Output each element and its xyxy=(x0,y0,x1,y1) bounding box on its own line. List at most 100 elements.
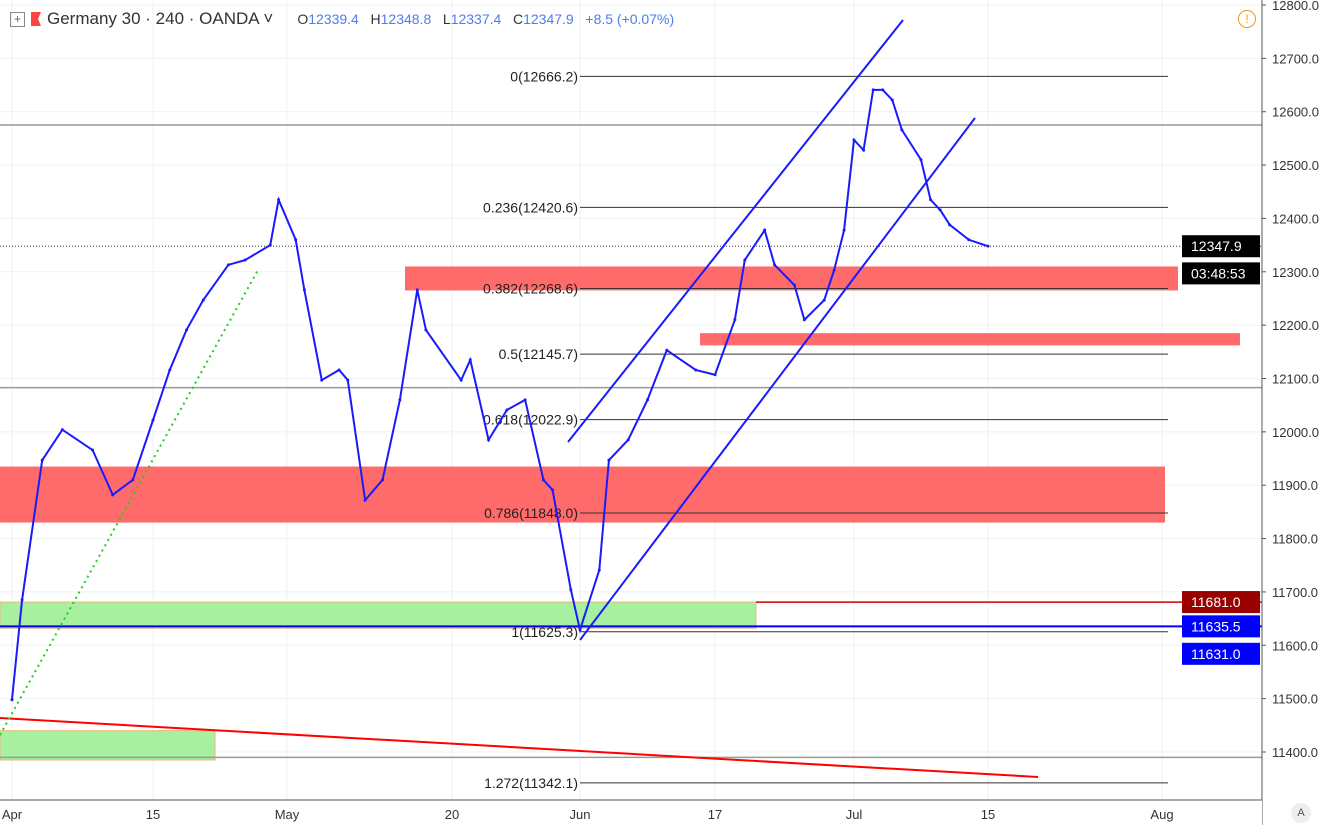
price-point xyxy=(20,598,24,602)
price-point xyxy=(626,438,630,442)
price-point xyxy=(802,318,806,322)
fib-level-label: 0.236(12420.6) xyxy=(483,199,578,215)
price-point xyxy=(881,88,885,92)
warning-icon[interactable]: ! xyxy=(1238,10,1256,28)
red-zone xyxy=(405,266,1178,291)
price-point xyxy=(929,198,933,202)
ohlc-readout: O12339.4 H12348.8 L12337.4 C12347.9 +8.5… xyxy=(297,11,675,27)
price-point xyxy=(948,223,952,227)
price-point xyxy=(551,488,555,492)
fib-level-label: 0.786(11848.0) xyxy=(484,505,578,521)
price-line xyxy=(11,88,989,700)
x-tick-label: 15 xyxy=(146,807,160,822)
price-point xyxy=(201,298,205,302)
price-point xyxy=(185,328,188,332)
y-tick-label: 12800.0 xyxy=(1272,0,1319,13)
price-label: 03:48:53 xyxy=(1191,265,1246,281)
auto-scale-button[interactable]: A xyxy=(1291,803,1311,823)
price-point xyxy=(505,408,509,412)
price-point xyxy=(40,458,44,462)
x-tick-label: May xyxy=(275,807,300,822)
price-label-bg xyxy=(1182,262,1260,285)
price-point xyxy=(131,478,135,482)
price-point xyxy=(773,263,777,267)
y-tick-label: 11400.0 xyxy=(1272,745,1318,760)
price-point xyxy=(890,98,894,102)
symbol-title[interactable]: Germany 30 · 240 · OANDA ˅ xyxy=(47,9,274,28)
expand-icon[interactable]: + xyxy=(10,11,25,27)
fib-level-label: 1(11625.3) xyxy=(511,624,578,640)
y-tick-label: 12000.0 xyxy=(1272,425,1319,440)
y-tick-label: 12500.0 xyxy=(1272,158,1319,173)
y-tick-label: 12300.0 xyxy=(1272,265,1319,280)
dotted-trend-line xyxy=(0,269,259,736)
price-point xyxy=(938,208,942,212)
price-point xyxy=(919,158,923,162)
price-axis xyxy=(1262,0,1344,825)
price-point xyxy=(302,288,306,292)
price-point xyxy=(986,244,990,248)
price-point xyxy=(743,258,747,262)
price-point xyxy=(597,568,601,572)
price-point xyxy=(569,588,573,592)
price-point xyxy=(226,263,230,267)
fib-level-label: 0(12666.2) xyxy=(510,68,578,84)
fib-level-label: 0.382(12268.6) xyxy=(483,281,578,297)
y-tick-label: 11600.0 xyxy=(1272,638,1318,653)
price-point xyxy=(578,628,582,632)
price-point xyxy=(967,238,971,242)
price-point xyxy=(60,428,64,432)
y-tick-label: 12700.0 xyxy=(1272,51,1319,66)
price-point xyxy=(871,88,875,92)
price-label: 12347.9 xyxy=(1191,238,1242,254)
price-point xyxy=(111,493,115,497)
y-tick-label: 11900.0 xyxy=(1272,478,1318,493)
price-point xyxy=(665,348,669,352)
price-point xyxy=(733,318,737,322)
price-point xyxy=(337,368,341,372)
price-point xyxy=(646,398,649,402)
price-label-bg xyxy=(1182,642,1260,665)
price-label: 11635.5 xyxy=(1191,618,1241,634)
price-point xyxy=(862,148,866,152)
y-tick-label: 12400.0 xyxy=(1272,211,1319,226)
green-zone xyxy=(0,730,216,761)
red-zone xyxy=(0,466,1165,523)
price-point xyxy=(792,283,796,287)
price-label: 11681.0 xyxy=(1191,594,1241,610)
y-tick-label: 12100.0 xyxy=(1272,372,1319,387)
y-tick-label: 11700.0 xyxy=(1272,585,1318,600)
price-point xyxy=(822,298,826,302)
y-tick-label: 11500.0 xyxy=(1272,692,1318,707)
price-point xyxy=(832,268,836,272)
x-tick-label: Jun xyxy=(570,807,591,822)
price-point xyxy=(713,373,717,377)
x-tick-label: 17 xyxy=(708,807,722,822)
price-point xyxy=(468,358,472,362)
price-point xyxy=(268,243,272,247)
price-point xyxy=(900,128,904,132)
price-point xyxy=(168,368,172,372)
x-tick-label: Apr xyxy=(2,807,23,822)
price-point xyxy=(151,418,155,422)
price-point xyxy=(363,498,367,502)
x-tick-label: 20 xyxy=(445,807,459,822)
price-label: 11631.0 xyxy=(1191,646,1241,662)
channel-lower-line xyxy=(579,117,976,641)
red-zone xyxy=(700,333,1240,346)
x-tick-label: 15 xyxy=(981,807,995,822)
channel-upper-line xyxy=(567,19,904,443)
green-zone xyxy=(0,601,757,629)
chart-header: + Germany 30 · 240 · OANDA ˅ O12339.4 H1… xyxy=(10,9,674,29)
price-point xyxy=(243,258,247,262)
price-point xyxy=(277,198,281,202)
price-label-bg xyxy=(1182,591,1260,614)
price-point xyxy=(320,378,324,382)
time-axis xyxy=(0,800,1262,825)
price-point xyxy=(415,288,419,292)
y-tick-label: 12200.0 xyxy=(1272,318,1319,333)
price-point xyxy=(842,228,846,232)
price-label-bg xyxy=(1182,615,1260,638)
price-point xyxy=(346,378,350,382)
